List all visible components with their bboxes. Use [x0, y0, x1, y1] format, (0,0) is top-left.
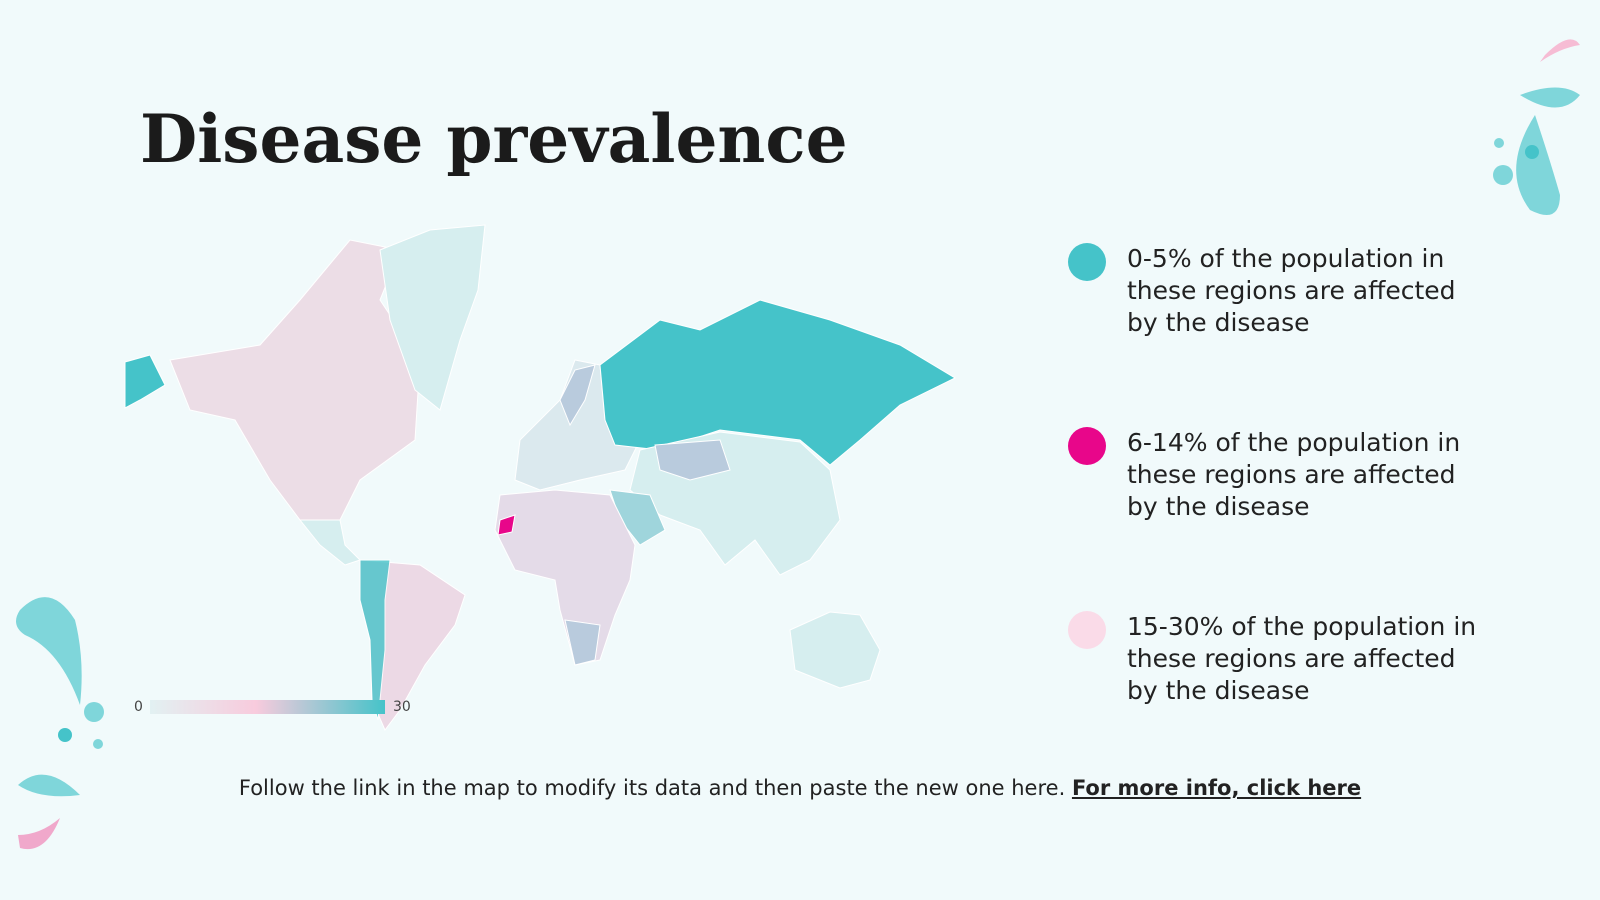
greenland [379, 224, 486, 411]
footer: Follow the link in the map to modify its… [0, 776, 1600, 800]
legend-item: 15-30% of the population in these region… [1068, 611, 1488, 707]
central-asia [654, 439, 731, 481]
legend-item: 6-14% of the population in these regions… [1068, 427, 1488, 523]
legend-swatch [1068, 427, 1106, 465]
color-scale [150, 700, 385, 714]
scandinavia [559, 364, 596, 427]
central-america [298, 519, 361, 566]
decoration [16, 39, 1580, 850]
scale-min: 0 [134, 699, 143, 715]
legend-text: 15-30% of the population in these region… [1127, 612, 1477, 705]
africa [494, 489, 636, 666]
west-sahara [497, 514, 516, 536]
world-map [124, 224, 957, 731]
legend-swatch [1068, 611, 1106, 649]
legend-text: 6-14% of the population in these regions… [1127, 428, 1461, 521]
north-america [169, 239, 421, 521]
legend-swatch [1068, 243, 1106, 281]
legend-text: 0-5% of the population in these regions … [1127, 244, 1456, 337]
russia [599, 299, 957, 466]
scale-max: 30 [393, 699, 411, 715]
title: Disease prevalence [140, 100, 848, 178]
info-link[interactable]: For more info, click here [1071, 776, 1362, 800]
footer-text: Follow the link in the map to modify its… [238, 776, 1066, 800]
legend-item: 0-5% of the population in these regions … [1068, 243, 1488, 339]
andes [359, 559, 391, 721]
alaska [124, 354, 166, 409]
australia [789, 611, 881, 689]
southern-africa [564, 619, 601, 666]
